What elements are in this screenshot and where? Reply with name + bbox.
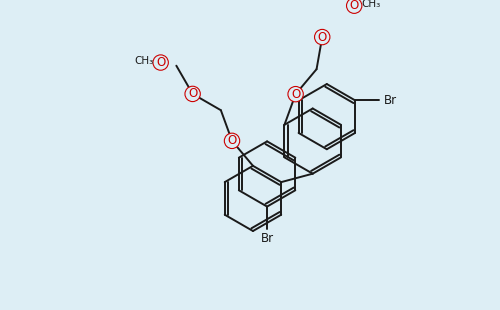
Text: Br: Br (260, 232, 274, 245)
Text: O: O (350, 0, 359, 12)
Text: O: O (228, 134, 236, 147)
Text: CH₃: CH₃ (362, 0, 381, 9)
Text: O: O (156, 56, 166, 69)
Text: CH₃: CH₃ (134, 56, 154, 66)
Text: O: O (291, 88, 300, 101)
Text: O: O (188, 87, 198, 100)
Text: O: O (318, 31, 327, 44)
Text: Br: Br (384, 94, 396, 107)
